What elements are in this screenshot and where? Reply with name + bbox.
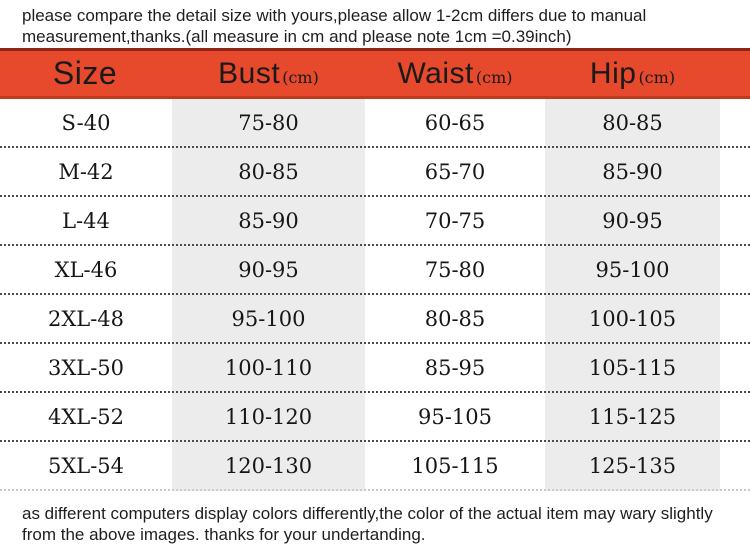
header-label-size: Size (52, 55, 118, 91)
cell-size: XL-46 (54, 257, 118, 282)
cell-size: M-42 (58, 159, 114, 184)
cell-size: S-40 (61, 110, 111, 135)
cell-hip: 125-135 (588, 453, 677, 478)
table-row: M-42 80-85 65-70 85-90 (0, 148, 750, 197)
cell-bust: 80-85 (238, 159, 299, 184)
cell-size: 2XL-48 (47, 306, 125, 331)
size-chart-body: S-40 75-80 60-65 80-85 M-42 80-85 65-70 … (0, 99, 750, 491)
header-label-bust: Bust (218, 56, 281, 90)
header-label-hip: Hip (589, 56, 637, 90)
header-cell-size: Size (0, 55, 172, 92)
measurement-notice-line: measurement,thanks.(all measure in cm an… (22, 27, 572, 46)
cell-bust: 90-95 (238, 257, 299, 282)
cell-size: L-44 (62, 208, 110, 233)
cell-bust: 110-120 (224, 404, 313, 429)
cell-bust: 95-100 (231, 306, 306, 331)
measurement-notice-line: please compare the detail size with your… (22, 6, 647, 25)
hip-column-stripe (545, 99, 720, 491)
bust-column-stripe (172, 99, 365, 491)
cell-waist: 95-105 (418, 404, 492, 429)
size-chart-header: Size Bust (cm) Waist (cm) Hip (cm) (0, 48, 750, 99)
cell-hip: 90-95 (602, 208, 663, 233)
cell-waist: 80-85 (424, 306, 486, 331)
cell-hip: 95-100 (595, 257, 670, 282)
cell-bust: 120-130 (224, 453, 313, 478)
table-row: L-44 85-90 70-75 90-95 (0, 197, 750, 246)
cell-waist: 85-95 (424, 355, 486, 380)
header-unit-waist: (cm) (475, 67, 513, 87)
cell-size: 4XL-52 (47, 404, 125, 429)
header-label-waist: Waist (397, 56, 474, 90)
header-cell-hip: Hip (cm) (545, 57, 720, 91)
cell-bust: 75-80 (238, 110, 299, 135)
cell-waist: 60-65 (424, 110, 486, 135)
table-row: XL-46 90-95 75-80 95-100 (0, 246, 750, 295)
table-row: 3XL-50 100-110 85-95 105-115 (0, 344, 750, 393)
table-row: 2XL-48 95-100 80-85 100-105 (0, 295, 750, 344)
table-row: 5XL-54 120-130 105-115 125-135 (0, 442, 750, 491)
cell-bust: 85-90 (238, 208, 299, 233)
header-cell-waist: Waist (cm) (365, 57, 545, 91)
measurement-notice: please compare the detail size with your… (0, 0, 750, 48)
header-unit-bust: (cm) (282, 67, 319, 87)
header-unit-hip: (cm) (638, 67, 676, 87)
cell-size: 3XL-50 (47, 355, 125, 380)
table-row: S-40 75-80 60-65 80-85 (0, 99, 750, 148)
cell-hip: 115-125 (588, 404, 677, 429)
table-row: 4XL-52 110-120 95-105 115-125 (0, 393, 750, 442)
cell-bust: 100-110 (224, 355, 313, 380)
cell-waist: 65-70 (424, 159, 486, 184)
cell-hip: 80-85 (602, 110, 663, 135)
cell-hip: 105-115 (588, 355, 677, 380)
header-cell-bust: Bust (cm) (172, 57, 365, 91)
color-disclaimer: as different computers display colors di… (0, 491, 750, 545)
color-disclaimer-line: as different computers display colors di… (22, 504, 713, 523)
cell-waist: 75-80 (424, 257, 486, 282)
cell-waist: 105-115 (411, 453, 499, 478)
color-disclaimer-line: from the above images. thanks for your u… (22, 525, 426, 544)
cell-size: 5XL-54 (47, 453, 125, 478)
cell-hip: 85-90 (602, 159, 663, 184)
cell-waist: 70-75 (424, 208, 486, 233)
cell-hip: 100-105 (588, 306, 677, 331)
